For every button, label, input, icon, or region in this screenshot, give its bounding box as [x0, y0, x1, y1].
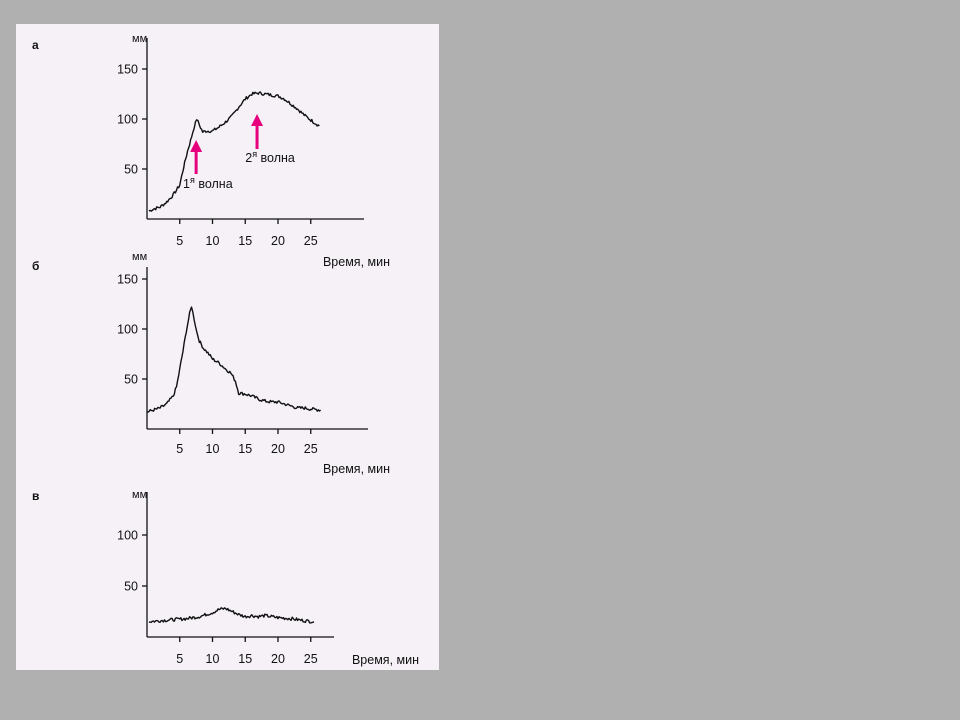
y-axis-unit: мм [132, 33, 147, 45]
x-tick-label: 20 [271, 234, 285, 248]
x-tick-label: 20 [271, 652, 285, 666]
y-axis-unit: мм [132, 251, 147, 263]
x-tick-label: 10 [206, 652, 220, 666]
x-tick-label: 25 [304, 442, 318, 456]
x-tick-label: 15 [238, 442, 252, 456]
x-axis-title: Время, мин [323, 462, 390, 476]
y-tick-label: 50 [124, 163, 138, 177]
x-tick-label: 25 [304, 234, 318, 248]
annotation-label-2: 2я волна [245, 149, 295, 165]
x-tick-label: 15 [238, 652, 252, 666]
annotation-number: 1 [183, 177, 190, 191]
x-tick-label: 15 [238, 234, 252, 248]
y-tick-label: 100 [117, 113, 138, 127]
annotation-label-1: 1я волна [183, 175, 233, 191]
panel-letter: в [32, 489, 39, 503]
series-line [148, 607, 315, 624]
x-tick-label: 10 [206, 442, 220, 456]
figure-slide: а мм 50 100 150 5 10 15 20 25 Время, мин 1я волна 2я… [16, 24, 439, 670]
chart-panel-2: б мм 50 100 150 5 10 15 20 25 Время, мин [32, 251, 390, 476]
series-line [148, 91, 320, 212]
panel-letter: а [32, 38, 39, 52]
y-tick-label: 50 [124, 373, 138, 387]
y-tick-label: 150 [117, 63, 138, 77]
x-tick-label: 20 [271, 442, 285, 456]
annotation-arrow-head [190, 140, 203, 152]
x-tick-label: 5 [176, 442, 183, 456]
annotation-word: волна [195, 177, 233, 191]
x-tick-label: 10 [206, 234, 220, 248]
y-axis-unit: мм [132, 489, 147, 501]
annotation-superscript: я [190, 175, 195, 185]
y-tick-label: 100 [117, 323, 138, 337]
chart-panel-3: в мм 50 100 5 10 15 20 25 Время, мин [32, 489, 419, 667]
x-tick-label: 5 [176, 234, 183, 248]
x-tick-label: 25 [304, 652, 318, 666]
annotation-arrow-head [251, 114, 264, 126]
x-axis-title: Время, мин [323, 255, 390, 269]
y-tick-label: 150 [117, 273, 138, 287]
y-tick-label: 50 [124, 580, 138, 594]
series-line [146, 306, 322, 413]
y-tick-label: 100 [117, 529, 138, 543]
annotation-word: волна [257, 151, 295, 165]
x-axis-title: Время, мин [352, 653, 419, 667]
x-tick-label: 5 [176, 652, 183, 666]
annotation-number: 2 [245, 151, 252, 165]
panel-letter: б [32, 259, 39, 273]
annotation-superscript: я [252, 149, 257, 159]
